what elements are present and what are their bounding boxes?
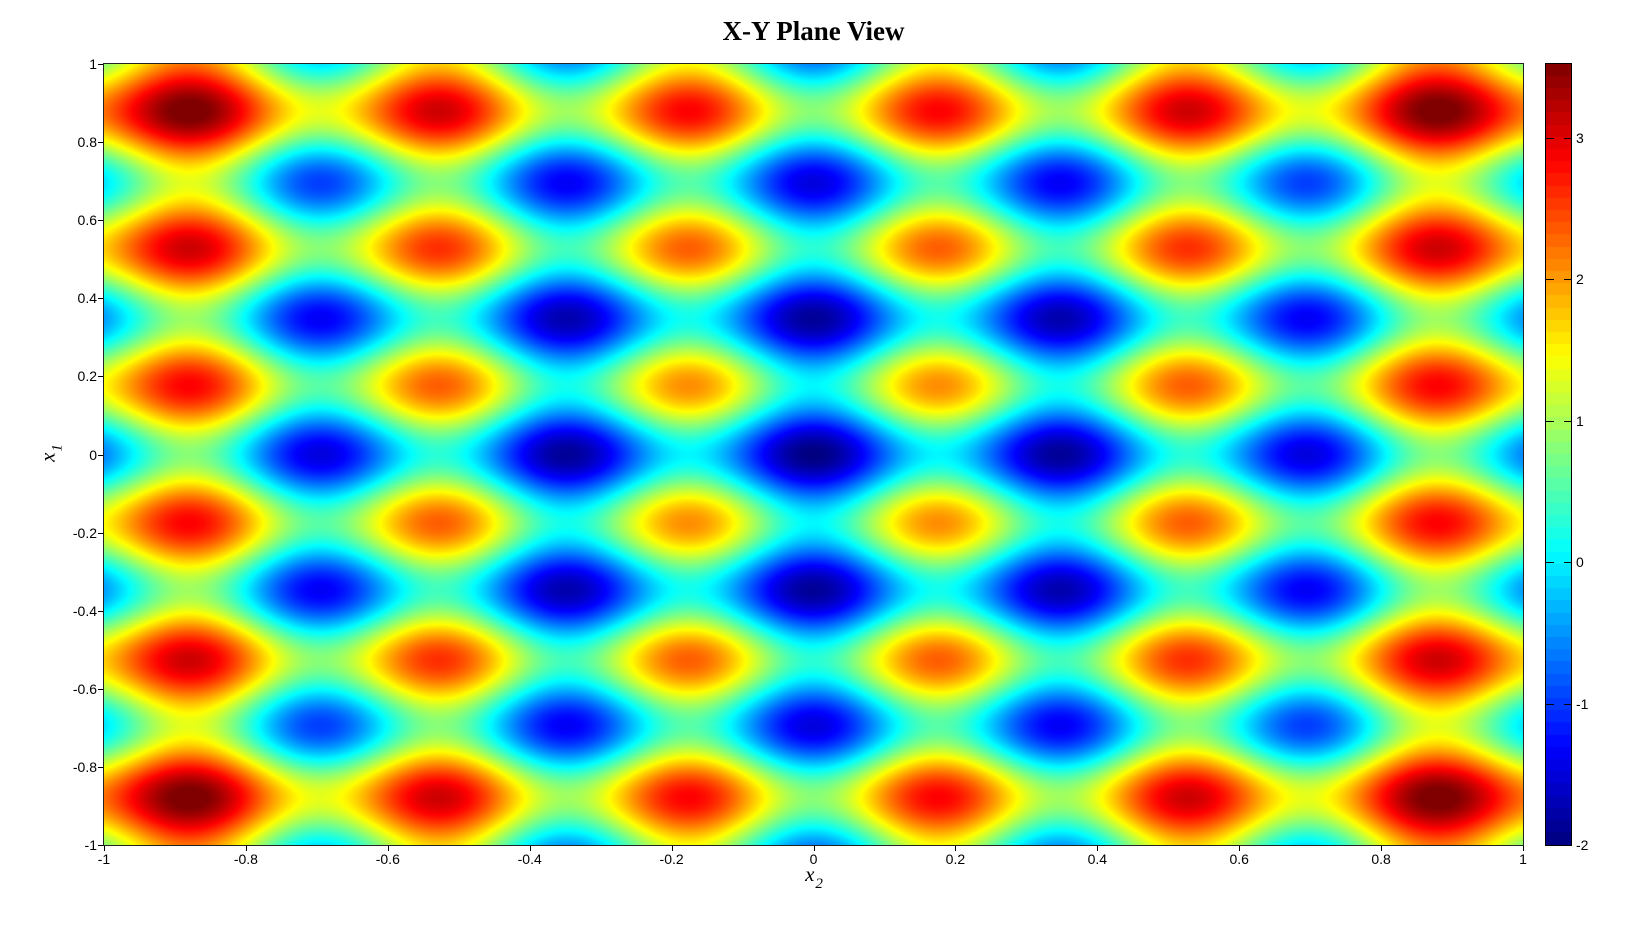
tick-mark	[1523, 846, 1524, 851]
chart-title: X-Y Plane View	[722, 16, 905, 46]
tick-mark	[671, 846, 673, 851]
heatmap-canvas	[103, 63, 1524, 846]
tick-mark	[1546, 562, 1554, 564]
x-tick-label: 1	[1519, 851, 1527, 867]
x-axis-label-base: x	[805, 862, 815, 886]
y-axis-label: x1	[35, 424, 66, 484]
tick-mark	[955, 846, 957, 851]
colorbar	[1545, 63, 1572, 846]
x-axis-label-subscript: 2	[815, 876, 823, 892]
y-tick-label: 0.6	[77, 212, 97, 229]
tick-mark	[529, 846, 531, 851]
tick-mark	[98, 454, 103, 456]
y-tick-label: -1	[84, 837, 97, 853]
tick-mark	[1564, 703, 1572, 705]
tick-mark	[813, 846, 815, 851]
tick-mark	[98, 220, 103, 222]
tick-mark	[1546, 137, 1554, 139]
tick-mark	[98, 64, 103, 65]
tick-mark	[1564, 420, 1572, 422]
tick-mark	[1239, 846, 1241, 851]
y-tick-label: -0.8	[72, 758, 97, 775]
tick-mark	[98, 610, 103, 612]
tick-mark	[98, 766, 103, 768]
tick-mark	[1564, 845, 1572, 846]
x-tick-label: 0.4	[1087, 851, 1108, 867]
tick-mark	[1546, 420, 1554, 422]
tick-mark	[104, 846, 105, 851]
x-axis-label: x2	[104, 862, 1523, 892]
colorbar-tick-label: 0	[1576, 554, 1584, 571]
tick-mark	[387, 846, 389, 851]
y-tick-label: -0.6	[72, 680, 97, 697]
y-axis-label-subscript: 1	[49, 444, 66, 452]
x-tick-label: -0.4	[517, 851, 542, 867]
tick-mark	[98, 298, 103, 300]
colorbar-tick-label: 1	[1576, 412, 1584, 429]
x-tick-label: -1	[97, 851, 111, 867]
x-tick-label: 0.2	[945, 851, 966, 867]
colorbar-tick-label: 3	[1576, 129, 1584, 146]
tick-mark	[1564, 279, 1572, 281]
y-axis-label-base: x	[35, 452, 60, 462]
tick-mark	[1097, 846, 1099, 851]
tick-mark	[1381, 846, 1383, 851]
tick-mark	[98, 142, 103, 144]
y-tick-label: 0.4	[77, 290, 97, 307]
tick-mark	[1546, 703, 1554, 705]
tick-mark	[98, 688, 103, 690]
tick-mark	[1546, 279, 1554, 281]
y-tick-label: -0.2	[72, 524, 97, 541]
x-tick-label: -0.6	[375, 851, 400, 867]
tick-mark	[1546, 845, 1554, 846]
tick-mark	[1564, 562, 1572, 564]
tick-mark	[98, 532, 103, 534]
colorbar-tick-label: -2	[1576, 837, 1589, 853]
x-tick-label: -0.2	[659, 851, 684, 867]
y-tick-label: 0.8	[77, 134, 97, 151]
tick-mark	[98, 376, 103, 378]
x-tick-label: 0.6	[1229, 851, 1249, 867]
y-tick-label: 0.2	[77, 368, 97, 385]
colorbar-tick-label: -1	[1576, 695, 1589, 712]
y-tick-label: 1	[89, 56, 97, 72]
tick-mark	[245, 846, 247, 851]
x-tick-label: -0.8	[233, 851, 258, 867]
tick-mark	[1564, 137, 1572, 139]
y-tick-label: 0	[89, 446, 97, 463]
y-tick-label: -0.4	[72, 602, 97, 619]
x-tick-label: 0	[809, 851, 818, 867]
x-tick-label: 0.8	[1371, 851, 1391, 867]
colorbar-tick-label: 2	[1576, 271, 1584, 288]
tick-mark	[98, 845, 103, 846]
